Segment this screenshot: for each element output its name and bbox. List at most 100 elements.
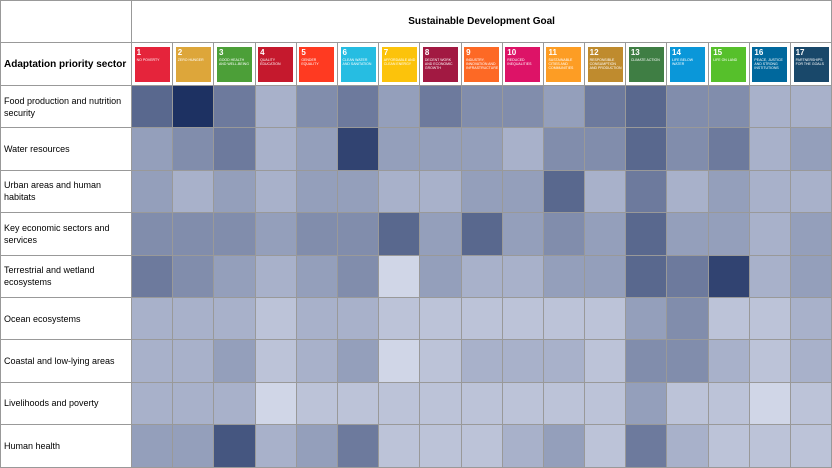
heat-cell	[379, 213, 421, 256]
heat-cell	[626, 297, 668, 341]
goal-icon: 17 PARTNERSHIPS FOR THE GOALS	[793, 46, 829, 82]
goal-cell: 12 RESPONSIBLE CONSUMPTION AND PRODUCTION	[585, 43, 627, 86]
heat-cell	[626, 213, 668, 256]
heat-cell	[173, 340, 215, 383]
heat-cell	[585, 382, 627, 426]
heat-cell	[420, 170, 462, 214]
heat-cell	[667, 297, 709, 341]
heat-cell	[337, 382, 380, 426]
heat-cell	[667, 382, 709, 426]
heat-cell	[708, 382, 750, 426]
goal-icon: 14 LIFE BELOW WATER	[670, 46, 706, 82]
heat-cell	[132, 170, 174, 214]
heat-cell	[173, 213, 215, 256]
heat-cell	[791, 170, 832, 214]
heat-cell	[296, 382, 338, 426]
heat-cell	[379, 170, 421, 214]
goal-icon: 1 NO POVERTY	[134, 46, 170, 82]
heat-cell	[214, 213, 256, 256]
goal-icon: 9 INDUSTRY, INNOVATION AND INFRASTRUCTURE	[464, 46, 500, 82]
heat-cell	[502, 128, 544, 171]
goal-cell: 7 AFFORDABLE AND CLEAN ENERGY	[379, 43, 421, 86]
heat-cell	[543, 297, 586, 341]
heat-cell	[543, 213, 586, 256]
goal-label: REDUCED INEQUALITIES	[507, 57, 532, 66]
heat-cell	[626, 340, 668, 383]
heat-cell	[296, 86, 338, 129]
heat-cell	[749, 128, 791, 171]
goal-number: 17	[795, 47, 805, 57]
heat-cell	[379, 255, 421, 298]
goal-icon: 16 PEACE, JUSTICE AND STRONG INSTITUTIONS	[752, 46, 788, 82]
heat-cell	[749, 255, 791, 298]
heat-cell	[296, 297, 338, 341]
heat-cell	[214, 382, 256, 426]
table-title: Sustainable Development Goal	[132, 1, 832, 43]
heat-cell	[337, 255, 380, 298]
heat-cell	[173, 128, 215, 171]
heat-cell	[585, 213, 627, 256]
goal-number: 6	[342, 47, 347, 57]
heat-cell	[502, 425, 544, 468]
goal-icon: 12 RESPONSIBLE CONSUMPTION AND PRODUCTION	[587, 46, 623, 82]
heat-cell	[626, 255, 668, 298]
heat-cell	[214, 425, 256, 468]
heat-cell	[255, 340, 297, 383]
heat-cell	[420, 128, 462, 171]
goal-number: 2	[177, 47, 183, 57]
heat-cell	[585, 255, 627, 298]
goal-label: GOOD HEALTH AND WELL-BEING	[218, 57, 249, 66]
sector-label: Terrestrial and wetland ecosystems	[1, 255, 132, 298]
goal-label: QUALITY EDUCATION	[260, 57, 281, 66]
heat-cell	[585, 128, 627, 171]
goal-number: 9	[466, 47, 471, 57]
goal-number: 8	[424, 47, 430, 57]
heat-cell	[708, 213, 750, 256]
heat-cell	[667, 170, 709, 214]
heat-cell	[749, 86, 791, 129]
heat-cell	[461, 297, 503, 341]
heat-cell	[543, 170, 586, 214]
goal-cell: 2 ZERO HUNGER	[173, 43, 215, 86]
heat-cell	[420, 86, 462, 129]
goal-icon: 8 DECENT WORK AND ECONOMIC GROWTH	[422, 46, 458, 82]
heat-cell	[543, 425, 586, 468]
goal-number: 5	[301, 47, 306, 57]
goal-label: GENDER EQUALITY	[301, 57, 319, 66]
heat-cell	[379, 297, 421, 341]
heat-cell	[667, 340, 709, 383]
goal-number: 12	[589, 47, 599, 57]
sector-label: Coastal and low-lying areas	[1, 340, 132, 383]
heat-cell	[214, 128, 256, 171]
heat-cell	[791, 297, 832, 341]
heat-cell	[626, 382, 668, 426]
heat-cell	[337, 170, 380, 214]
goal-number: 14	[672, 47, 681, 57]
goal-label: DECENT WORK AND ECONOMIC GROWTH	[424, 57, 453, 70]
heat-cell	[585, 425, 627, 468]
heat-cell	[543, 128, 586, 171]
heat-cell	[337, 213, 380, 256]
goal-number: 10	[507, 47, 517, 57]
heat-cell	[214, 297, 256, 341]
sector-label: Water resources	[1, 128, 132, 171]
heat-cell	[502, 213, 544, 256]
heat-cell	[667, 86, 709, 129]
heat-cell	[461, 170, 503, 214]
heat-cell	[543, 86, 586, 129]
heat-cell	[791, 340, 832, 383]
goal-cell: 4 QUALITY EDUCATION	[255, 43, 297, 86]
heat-cell	[585, 297, 627, 341]
heat-cell	[749, 425, 791, 468]
goal-cell: 9 INDUSTRY, INNOVATION AND INFRASTRUCTURE	[461, 43, 503, 86]
heat-cell	[420, 425, 462, 468]
goal-cell: 14 LIFE BELOW WATER	[667, 43, 709, 86]
heat-cell	[255, 213, 297, 256]
sector-label: Human health	[1, 425, 132, 468]
goal-label: PEACE, JUSTICE AND STRONG INSTITUTIONS	[754, 57, 783, 70]
heat-cell	[791, 128, 832, 171]
goal-cell: 13 CLIMATE ACTION	[626, 43, 668, 86]
heat-cell	[667, 425, 709, 468]
heat-cell	[502, 297, 544, 341]
heat-cell	[132, 425, 174, 468]
